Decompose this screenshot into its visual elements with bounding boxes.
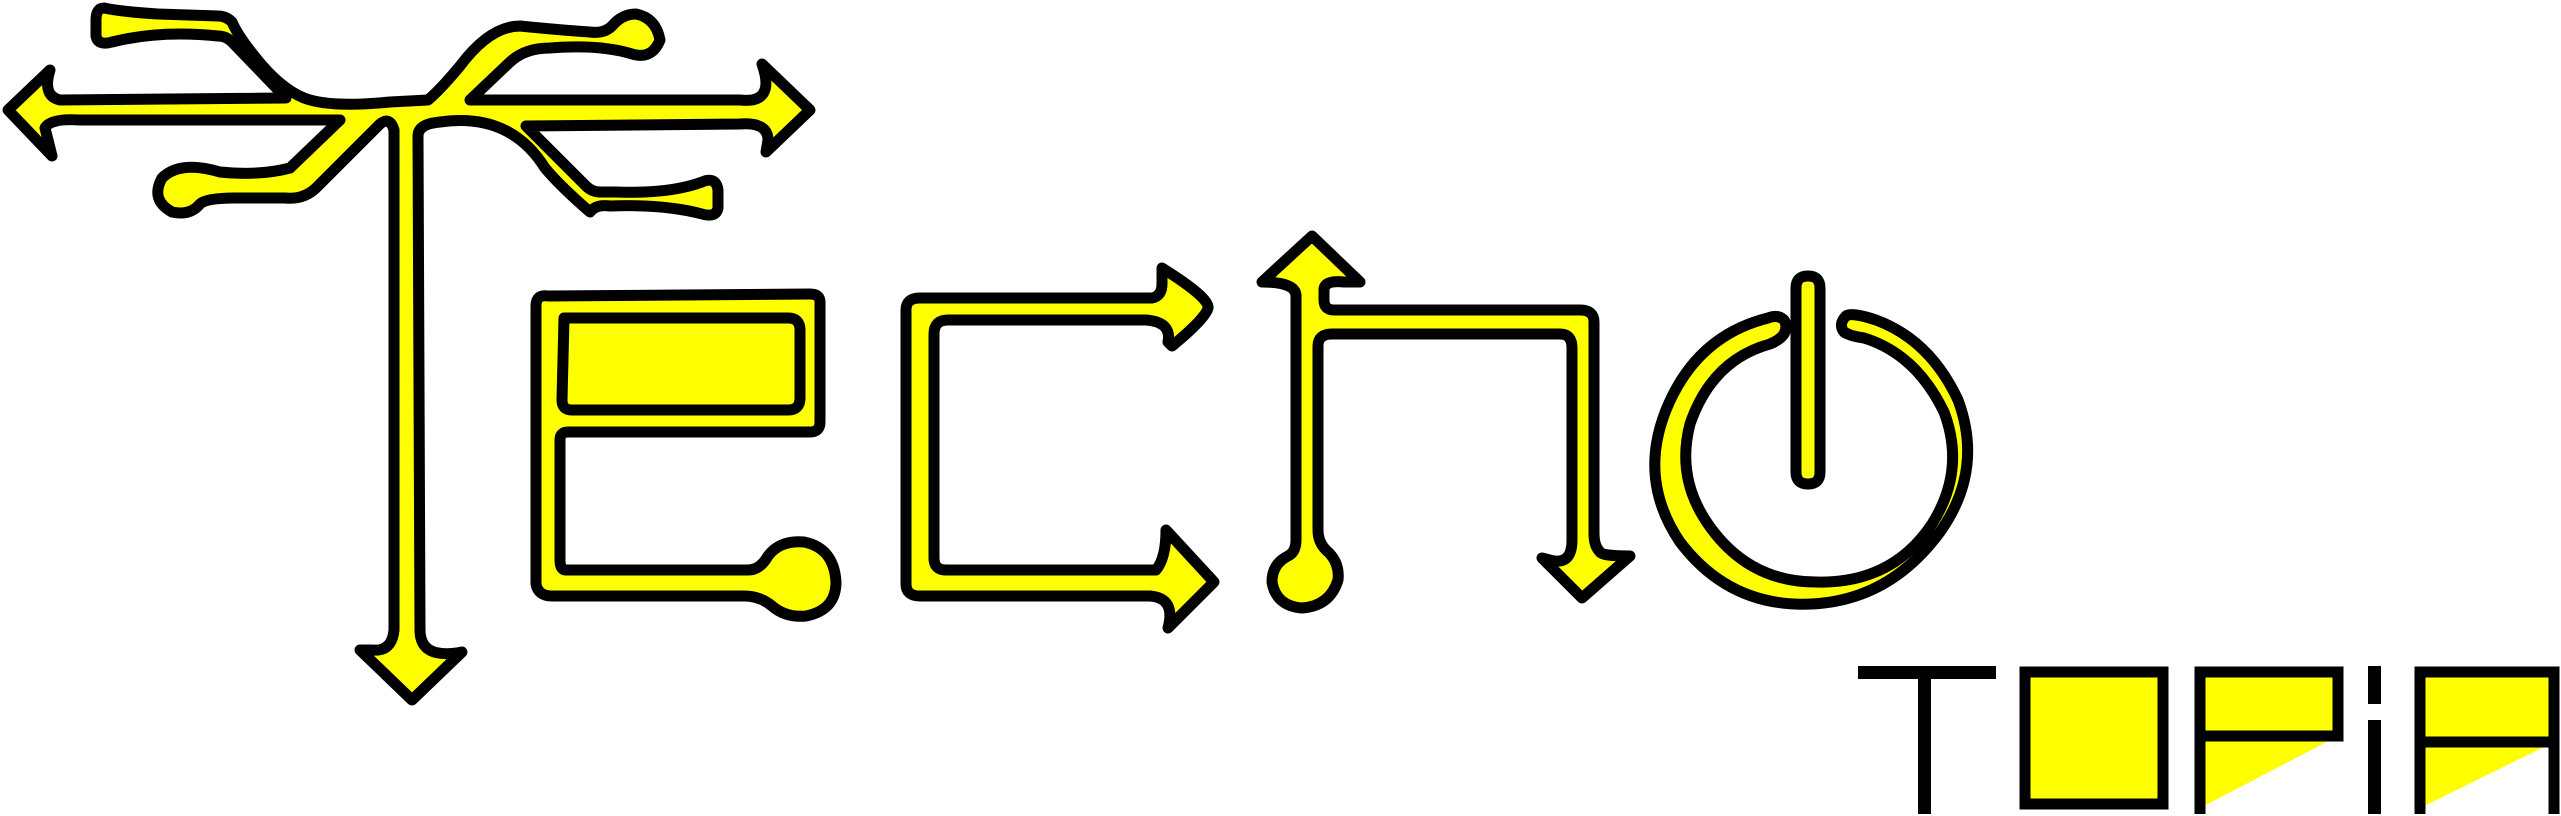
letter-t-glyph [2,2,816,706]
letter-e-glyph [530,288,842,622]
letter-sub-a [2414,666,2560,814]
letter-h-glyph [1256,230,1636,614]
subtitle-topia [1858,666,2560,814]
letter-sub-o [2019,666,2169,810]
letter-sub-t [1858,666,1996,814]
power-icon [1649,270,1974,610]
letter-sub-i [2368,666,2381,814]
letter-sub-p [2194,666,2344,814]
letter-c-glyph [900,262,1220,634]
